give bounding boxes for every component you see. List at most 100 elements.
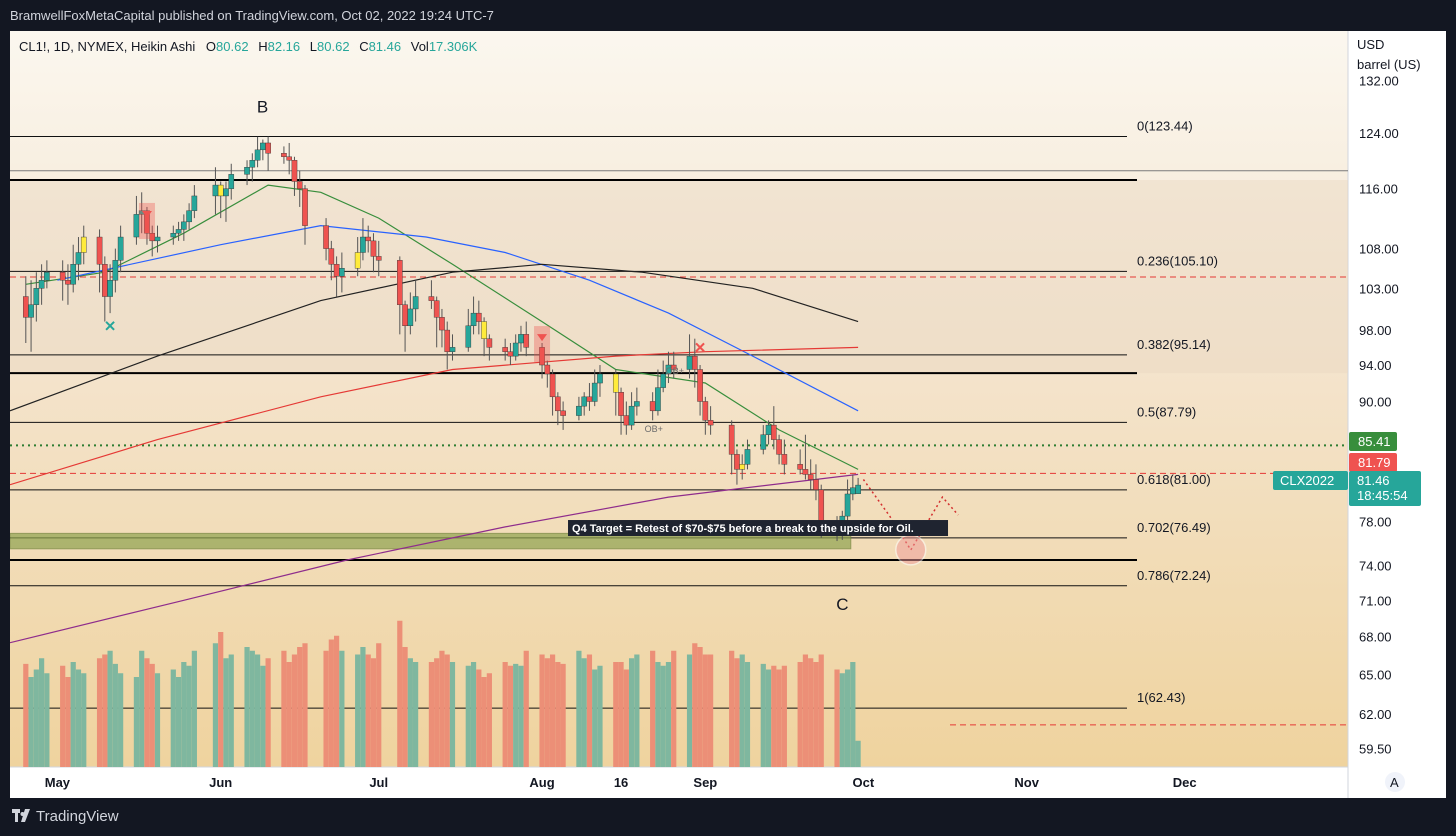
fib-label-0.702: 0.702(76.49) [1137, 520, 1211, 535]
candle-body [412, 296, 419, 310]
candle-body [660, 373, 666, 388]
candle-body [465, 325, 472, 348]
chart-frame[interactable]: 0(123.44) 0.236(105.10) 0.382(95.14) 0.5(87… [10, 31, 1446, 798]
volume-bar [518, 665, 524, 767]
legend-vol-value: 17.306K [429, 39, 478, 54]
legend-c-label: C [359, 39, 368, 54]
volume-bar [355, 654, 361, 767]
wave-label-c: C [836, 595, 848, 614]
candle-body [591, 382, 598, 402]
fib-label-0.236: 0.236(105.10) [1137, 253, 1218, 268]
volume-bar [549, 654, 556, 767]
volume-bar [333, 635, 340, 767]
candle-body [486, 338, 493, 348]
volume-bar [760, 663, 766, 767]
volume-bar [154, 673, 161, 767]
volume-bar [181, 662, 187, 767]
candle-body [481, 321, 487, 339]
badge-8541-bg [1349, 432, 1397, 451]
volume-bar [397, 620, 403, 767]
volume-bar [133, 677, 140, 767]
candle-body [797, 464, 803, 470]
volume-bar [776, 669, 782, 767]
last-price-bg [1349, 471, 1421, 506]
volume-bar [729, 650, 735, 767]
candle-body [112, 260, 119, 281]
candle-body [402, 304, 408, 327]
candle-body [244, 167, 250, 175]
volume-bar [771, 665, 777, 767]
moving-averages [10, 184, 859, 644]
candle-body [186, 210, 192, 223]
volume-bar [81, 673, 87, 767]
order-block-label: OB+ [645, 424, 663, 434]
volume-bar [476, 669, 482, 767]
volume-bar [844, 669, 851, 767]
candle-body [370, 240, 377, 257]
candle-body [802, 469, 809, 475]
candle-body [765, 424, 772, 435]
annotation-group: Q4 Target = Retest of $70-$75 before a b… [568, 520, 949, 537]
volume-bar [265, 658, 271, 767]
symbol-tag: CLX2022 [1280, 473, 1334, 488]
volume-bar [328, 639, 334, 767]
candle-body [850, 487, 856, 495]
volume-bar [739, 654, 745, 767]
candles [23, 136, 861, 542]
volume-bar [96, 658, 103, 767]
volume-bar [107, 650, 113, 767]
candle-body [223, 188, 229, 197]
candle-body [375, 256, 382, 261]
volume-bar [665, 662, 672, 767]
candle-body [296, 181, 303, 189]
candle-body [818, 489, 825, 522]
candle-body [117, 236, 124, 261]
candle-body [328, 248, 335, 265]
axis-background [1348, 31, 1446, 798]
fib-label-1: 1(62.43) [1137, 690, 1185, 705]
price-chart[interactable]: 0(123.44) 0.236(105.10) 0.382(95.14) 0.5(87… [10, 31, 1446, 798]
y-tick-label: 116.00 [1359, 182, 1398, 197]
y-tick-label: 62.00 [1359, 707, 1392, 722]
y-tick-label: 68.00 [1359, 630, 1392, 645]
volume-bar [297, 647, 303, 767]
unit-label: barrel (US) [1357, 57, 1421, 72]
candle-body [323, 225, 329, 249]
volume-bar [44, 673, 50, 767]
signal-zone [138, 202, 155, 239]
order-block-label: OB+ [666, 366, 684, 376]
legend-o-label: O [206, 39, 216, 54]
legend-h-label: H [258, 39, 267, 54]
candle-body [96, 236, 103, 265]
candle-body [618, 392, 624, 416]
volume-bar [623, 669, 629, 767]
volume-bar [434, 658, 440, 767]
fib-label-0.786: 0.786(72.24) [1137, 568, 1211, 583]
legend-l-label: L [310, 39, 317, 54]
price-badges: 85.41 81.79 CLX2022 81.46 18:45:54 [1273, 432, 1421, 506]
legend-symbol: CL1!, 1D, NYMEX, Heikin Ashi [19, 39, 195, 54]
auto-scale-button[interactable]: A [1385, 772, 1405, 792]
volume-bar [513, 663, 519, 767]
candle-body [523, 334, 530, 348]
arrow-down-icon [537, 334, 548, 342]
volume-bar [560, 663, 566, 767]
plot-background [10, 31, 1348, 767]
volume-bar [618, 662, 624, 767]
volume-bar [286, 662, 292, 767]
volume-bar [697, 647, 703, 767]
volume-bar [175, 677, 182, 767]
candle-body [407, 308, 414, 327]
volume-bar [33, 669, 39, 767]
volume-bar [481, 677, 487, 767]
ma-black-line [10, 263, 859, 412]
volume-bar [539, 654, 545, 767]
price-axis: 132.00 124.00 116.00 108.00 103.00 98.00 94.00… [1359, 73, 1399, 756]
volume-bar [223, 658, 229, 767]
candle-body [476, 312, 482, 322]
x-tick-label: Nov [1014, 775, 1039, 790]
candle-body [728, 424, 735, 455]
candle-body [502, 347, 508, 352]
candle-body [518, 334, 524, 344]
candle-body [560, 410, 566, 416]
